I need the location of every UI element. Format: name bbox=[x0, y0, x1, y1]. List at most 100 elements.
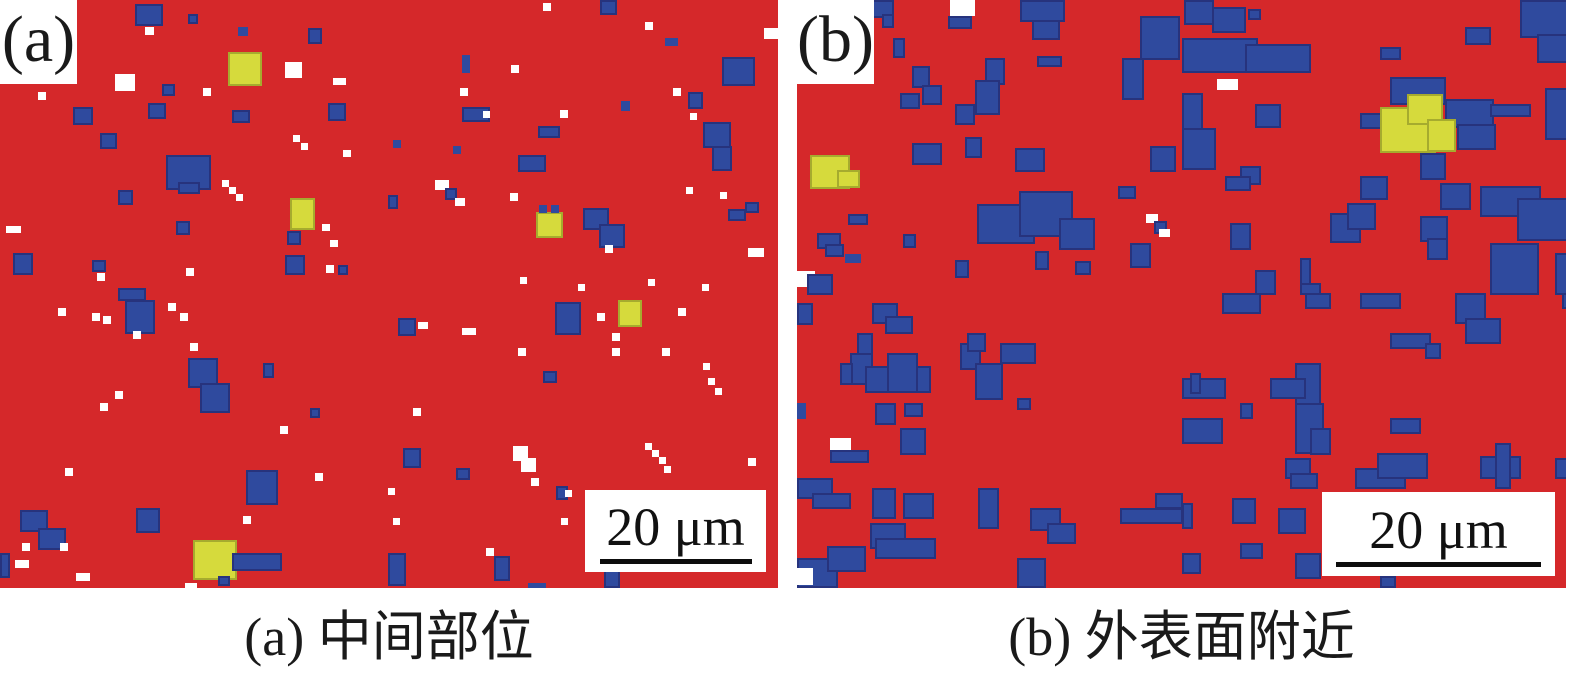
phase-blob bbox=[1182, 503, 1193, 529]
phase-blob bbox=[176, 221, 190, 235]
phase-blob bbox=[1118, 186, 1136, 199]
phase-blob bbox=[1360, 293, 1401, 309]
phase-blob bbox=[190, 343, 198, 351]
phase-blob bbox=[708, 378, 715, 385]
phase-blob bbox=[612, 348, 620, 356]
phase-blob bbox=[903, 234, 916, 248]
phase-blob bbox=[1427, 119, 1456, 152]
phase-blob bbox=[825, 244, 844, 257]
phase-blob bbox=[218, 576, 230, 586]
phase-blob bbox=[1360, 176, 1388, 200]
phase-blob bbox=[1032, 20, 1060, 40]
phase-blob bbox=[328, 103, 346, 121]
phase-blob bbox=[1225, 176, 1251, 191]
phase-blob bbox=[326, 265, 334, 273]
phase-blob bbox=[1270, 378, 1306, 399]
phase-blob bbox=[92, 260, 106, 272]
phase-blob bbox=[539, 205, 547, 213]
phase-blob bbox=[1390, 333, 1431, 349]
scale-bar-a-text: 20 μm bbox=[606, 496, 745, 557]
phase-blob bbox=[1517, 198, 1566, 241]
phase-blob bbox=[178, 182, 200, 194]
phase-blob bbox=[1047, 523, 1076, 544]
phase-blob bbox=[343, 150, 351, 157]
phase-blob bbox=[186, 268, 194, 276]
phase-blob bbox=[280, 426, 288, 434]
phase-blob bbox=[1555, 253, 1566, 295]
phase-blob bbox=[543, 3, 551, 11]
scale-bar-b-line bbox=[1336, 561, 1541, 567]
phase-blob bbox=[180, 313, 188, 321]
phase-blob bbox=[662, 348, 670, 356]
phase-blob bbox=[148, 103, 166, 119]
phase-blob bbox=[885, 316, 913, 334]
phase-blob bbox=[745, 202, 759, 213]
scale-bar-b-text: 20 μm bbox=[1369, 499, 1508, 560]
phase-blob bbox=[58, 308, 66, 316]
phase-blob bbox=[38, 528, 66, 550]
phase-blob bbox=[185, 583, 197, 588]
phase-blob bbox=[1377, 453, 1428, 479]
phase-blob bbox=[1380, 576, 1396, 588]
phase-blob bbox=[748, 248, 764, 257]
phase-blob bbox=[648, 279, 655, 286]
phase-blob bbox=[728, 209, 746, 221]
phase-blob bbox=[703, 363, 710, 370]
phase-blob bbox=[238, 27, 248, 36]
phase-blob bbox=[494, 556, 510, 581]
panel-b: (b) 20 μm bbox=[797, 0, 1566, 588]
phase-blob bbox=[955, 260, 969, 278]
phase-blob bbox=[15, 560, 29, 568]
phase-blob bbox=[950, 0, 975, 16]
phase-blob bbox=[246, 470, 278, 505]
phase-blob bbox=[333, 78, 346, 85]
phase-blob bbox=[103, 316, 111, 324]
phase-blob bbox=[1240, 403, 1253, 419]
phase-blob bbox=[1420, 153, 1446, 180]
phase-blob bbox=[388, 553, 406, 586]
phase-blob bbox=[393, 140, 401, 148]
phase-blob bbox=[528, 583, 546, 588]
phase-blob bbox=[97, 273, 105, 281]
phase-blob bbox=[597, 313, 605, 321]
phase-blob bbox=[720, 192, 727, 199]
phase-blob bbox=[551, 205, 559, 213]
caption-b: (b) 外表面附近 bbox=[1008, 607, 1355, 667]
phase-blob bbox=[948, 16, 972, 29]
phase-blob bbox=[1017, 398, 1031, 410]
phase-blob bbox=[455, 198, 465, 206]
phase-blob bbox=[1182, 128, 1216, 170]
phase-blob bbox=[1490, 243, 1539, 295]
phase-blob bbox=[1248, 9, 1261, 20]
phase-blob bbox=[748, 458, 756, 466]
scale-bar-b: 20 μm bbox=[1322, 492, 1555, 576]
phase-blob bbox=[722, 57, 755, 86]
phase-blob bbox=[645, 443, 652, 450]
phase-blob bbox=[518, 155, 546, 172]
phase-blob bbox=[100, 403, 108, 411]
phase-blob bbox=[830, 438, 851, 451]
phase-blob bbox=[403, 448, 421, 468]
phase-blob bbox=[659, 457, 666, 464]
phase-map-b bbox=[797, 0, 1566, 588]
phase-blob bbox=[1465, 27, 1491, 45]
phase-blob bbox=[900, 428, 926, 455]
phase-blob bbox=[290, 198, 315, 230]
phase-blob bbox=[830, 450, 869, 463]
phase-blob bbox=[486, 548, 494, 556]
phase-blob bbox=[1182, 553, 1201, 574]
phase-blob bbox=[13, 253, 33, 275]
phase-blob bbox=[1159, 229, 1170, 237]
phase-blob bbox=[1182, 378, 1226, 399]
phase-blob bbox=[232, 553, 282, 571]
phase-blob bbox=[912, 66, 930, 88]
phase-blob bbox=[1222, 293, 1261, 314]
phase-blob bbox=[6, 226, 21, 233]
phase-blob bbox=[555, 302, 581, 335]
phase-blob bbox=[136, 508, 160, 533]
phase-blob bbox=[978, 488, 999, 529]
phase-blob bbox=[1155, 493, 1183, 509]
phase-blob bbox=[145, 27, 154, 35]
phase-blob bbox=[1035, 251, 1049, 270]
phase-blob bbox=[678, 308, 686, 316]
